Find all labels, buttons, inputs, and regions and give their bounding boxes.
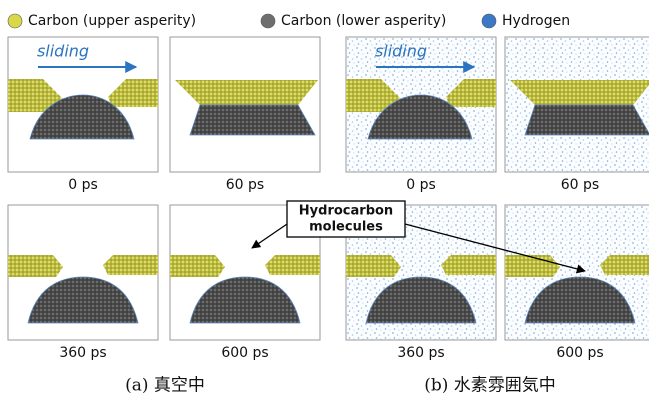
- time-label: 60 ps: [226, 177, 264, 193]
- upper-asperity: [346, 255, 401, 277]
- panel: [505, 205, 649, 340]
- lower-asperity: [190, 105, 315, 135]
- upper-asperity: [441, 255, 496, 275]
- time-label: 600 ps: [221, 345, 268, 361]
- upper-asperity: [175, 80, 318, 105]
- panel: sliding: [346, 37, 496, 172]
- time-label: 0 ps: [68, 177, 98, 193]
- lower-asperity: [525, 105, 649, 135]
- upper-asperity: [103, 255, 158, 275]
- panels: sliding 0 ps 60 ps sliding 0 ps 60 ps 360 ps 60…: [8, 37, 649, 361]
- group-caption: (a) 真空中: [125, 376, 205, 396]
- group-caption: (b) 水素雰囲気中: [424, 376, 556, 396]
- upper-asperity: [8, 255, 63, 277]
- panel: [8, 205, 158, 340]
- annotation-text: Hydrocarbon: [299, 204, 393, 219]
- time-label: 60 ps: [561, 177, 599, 193]
- legend-swatch: [482, 14, 496, 28]
- time-label: 360 ps: [397, 345, 444, 361]
- legend-label: Carbon (lower asperity): [281, 13, 446, 29]
- annotation-text: molecules: [309, 220, 383, 235]
- sliding-label: sliding: [37, 42, 89, 61]
- upper-asperity: [170, 255, 225, 277]
- upper-asperity: [505, 255, 560, 277]
- panel: [170, 37, 320, 172]
- sliding-label: sliding: [375, 42, 427, 61]
- legend-label: Hydrogen: [502, 13, 570, 29]
- panel: sliding: [8, 37, 158, 172]
- upper-asperity: [600, 255, 649, 275]
- upper-asperity: [265, 255, 320, 275]
- time-label: 600 ps: [556, 345, 603, 361]
- legend-label: Carbon (upper asperity): [28, 13, 196, 29]
- time-label: 0 ps: [406, 177, 436, 193]
- legend-swatch: [261, 14, 275, 28]
- figure: Carbon (upper asperity) Carbon (lower asp…: [0, 0, 649, 401]
- legend-swatch: [8, 14, 22, 28]
- time-label: 360 ps: [59, 345, 106, 361]
- panel: [505, 37, 649, 172]
- legend: Carbon (upper asperity) Carbon (lower asp…: [8, 13, 570, 29]
